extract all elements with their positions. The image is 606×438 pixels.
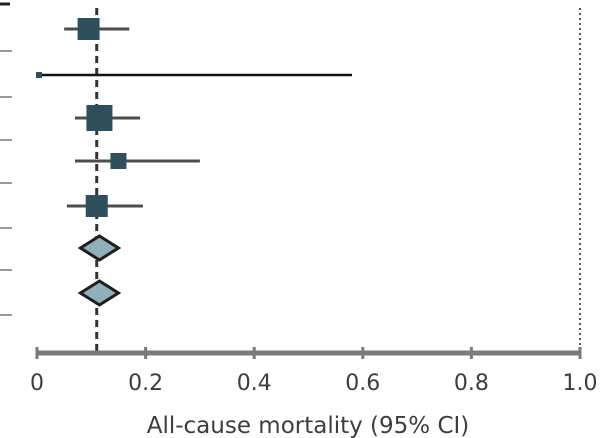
point-estimate-square <box>85 195 108 217</box>
x-axis: 0 0.2 0.4 0.6 0.8 1.0 <box>30 347 598 396</box>
point-estimate-square <box>77 18 100 40</box>
x-tick-label: 0.2 <box>128 371 163 396</box>
x-tick-label: 0 <box>30 371 44 396</box>
x-axis-title: All-cause mortality (95% CI) <box>147 413 470 438</box>
x-tick-label: 0.8 <box>454 371 489 396</box>
study-row <box>77 279 122 307</box>
study-row <box>36 72 352 78</box>
x-tick-label: 0.6 <box>345 371 380 396</box>
point-estimate-square <box>86 105 113 131</box>
pooled-estimate-diamond <box>77 234 122 262</box>
study-row <box>77 234 122 262</box>
point-estimate-square <box>36 72 42 78</box>
row-tick-marks <box>0 2 12 316</box>
study-row <box>75 105 141 131</box>
x-tick-label: 0.4 <box>237 371 272 396</box>
study-row <box>64 18 130 40</box>
point-estimate-square <box>110 153 127 169</box>
study-row <box>75 153 200 169</box>
study-row <box>66 195 143 217</box>
x-tick-label: 1.0 <box>563 371 598 396</box>
reference-lines <box>95 8 581 353</box>
study-rows <box>36 18 352 307</box>
pooled-estimate-diamond <box>77 279 122 307</box>
